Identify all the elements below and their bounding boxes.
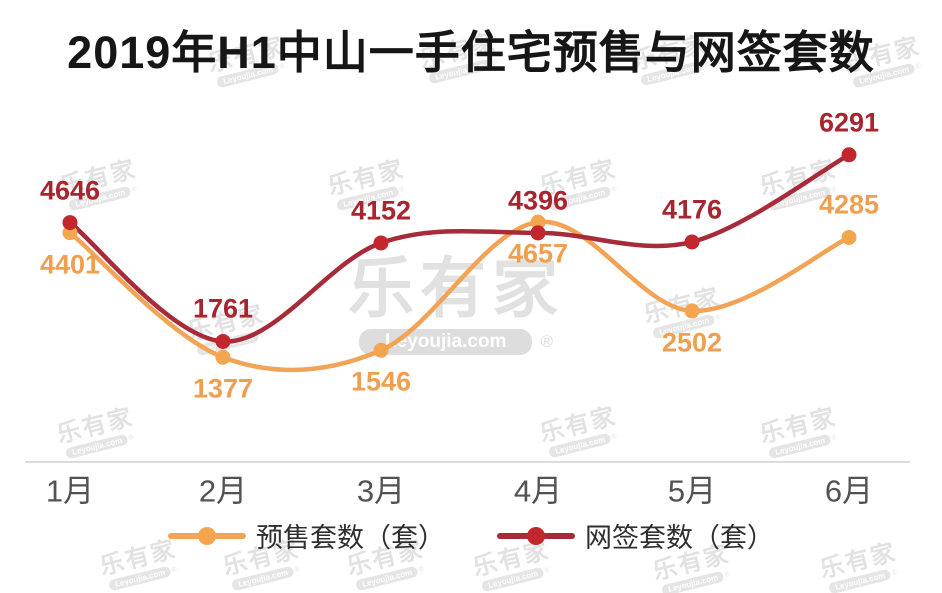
online-sign-data-point[interactable] — [215, 333, 231, 349]
legend-item-presale[interactable]: 预售套数（套） — [168, 516, 445, 555]
legend: 预售套数（套） 网签套数（套） — [0, 516, 942, 555]
presale-line — [67, 219, 852, 373]
presale-data-point[interactable] — [373, 342, 389, 358]
online-sign-data-point[interactable] — [530, 225, 546, 241]
legend-label-presale: 预售套数（套） — [256, 523, 445, 553]
chart-title: 2019年H1中山一手住宅预售与网签套数 — [67, 27, 875, 78]
online-sign-data-point[interactable] — [684, 234, 700, 250]
presale-line-marker-icon — [168, 526, 246, 545]
online-sign-data-point[interactable] — [841, 147, 857, 163]
presale-data-point[interactable] — [530, 214, 546, 230]
online-sign-line — [67, 152, 852, 344]
legend-label-online-sign: 网签套数（套） — [585, 523, 774, 553]
presale-data-point[interactable] — [684, 303, 700, 319]
presale-data-point[interactable] — [215, 349, 231, 365]
online-sign-data-point[interactable] — [373, 235, 389, 251]
online-sign-data-point[interactable] — [62, 215, 78, 231]
legend-item-online-sign[interactable]: 网签套数（套） — [497, 516, 774, 555]
presale-data-point[interactable] — [841, 229, 857, 245]
online-sign-line-marker-icon — [497, 526, 575, 545]
